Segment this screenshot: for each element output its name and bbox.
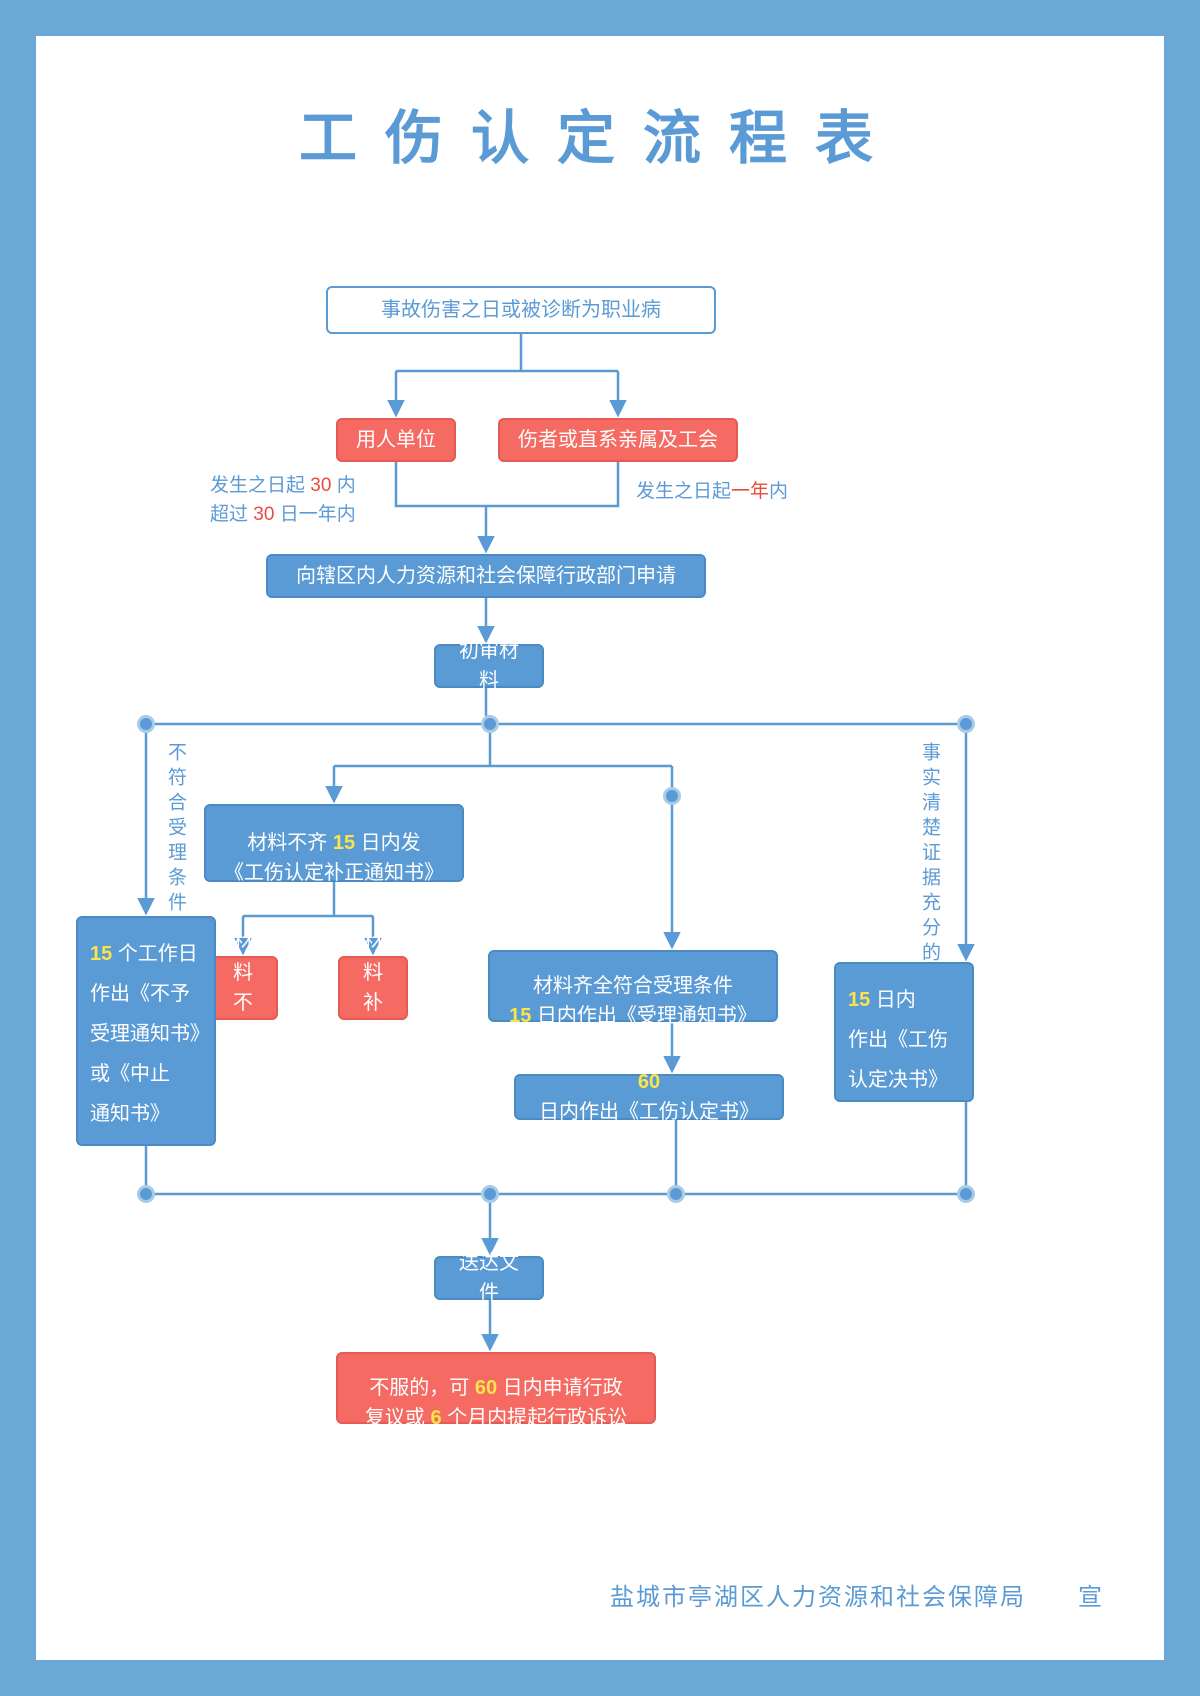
node-appeal: 不服的，可 60 日内申请行政 复议或 6 个月内提起行政诉讼 <box>336 1352 656 1424</box>
node-initial: 初审材料 <box>434 644 544 688</box>
node-incomplete: 材料 不齐 <box>208 956 278 1020</box>
connector-dot <box>663 787 681 805</box>
node-start: 事故伤害之日或被诊断为职业病 <box>326 286 716 334</box>
label-left-note: 发生之日起 30 内 超过 30 日一年内 <box>210 472 356 529</box>
connector-dot <box>137 715 155 733</box>
connector-dot <box>957 1185 975 1203</box>
connector-dot <box>667 1185 685 1203</box>
footer-text: 盐城市亭湖区人力资源和社会保障局 宣 <box>610 1577 1104 1612</box>
connector-dot <box>137 1185 155 1203</box>
connector-dot <box>481 1185 499 1203</box>
connector-dot <box>957 715 975 733</box>
node-reject15: 15 个工作日 作出《不予 受理通知书》 或《中止 通知书》 <box>76 916 216 1146</box>
label-right-note: 发生之日起一年内 <box>636 478 788 507</box>
node-decision60: 60 日内作出《工伤认定书》 <box>514 1074 784 1120</box>
node-incomplete-notice: 材料不齐 15 日内发 《工伤认定补正通知书》 <box>204 804 464 882</box>
vtext-left: 不符合受理条件 <box>162 742 189 917</box>
node-clear15: 15 日内 作出《工伤 认定决书》 <box>834 962 974 1102</box>
node-apply: 向辖区内人力资源和社会保障行政部门申请 <box>266 554 706 598</box>
node-supplemented: 材料 补齐 <box>338 956 408 1020</box>
node-employer: 用人单位 <box>336 418 456 462</box>
connector-dot <box>481 715 499 733</box>
node-accept: 材料齐全符合受理条件 15 日内作出《受理通知书》 <box>488 950 778 1022</box>
vtext-right: 事实清楚证据充分的 <box>916 742 943 967</box>
node-deliver: 送达文件 <box>434 1256 544 1300</box>
node-family: 伤者或直系亲属及工会 <box>498 418 738 462</box>
page-title: 工伤认定流程表 <box>36 91 1164 175</box>
